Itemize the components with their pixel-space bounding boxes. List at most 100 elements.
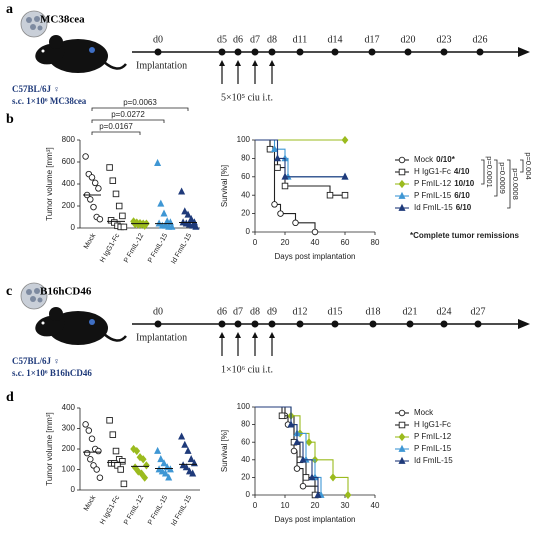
day-label: d12 (293, 306, 308, 317)
x-tick-label: 40 (311, 238, 320, 247)
marker (329, 473, 337, 482)
treatment-arrowhead (219, 332, 225, 338)
legend-entry: Mock (414, 408, 434, 417)
marker (82, 421, 89, 428)
timeline-dot (406, 320, 414, 328)
x-tick-label: P FmIL-12 (123, 494, 145, 526)
legend-name: Mock (414, 155, 434, 164)
marker (87, 196, 94, 203)
day-label: d11 (293, 34, 308, 45)
timeline-dot (296, 320, 304, 328)
significance-bracket (507, 159, 511, 209)
marker (119, 212, 126, 220)
y-tick-label: 60 (241, 437, 250, 446)
marker (112, 190, 120, 198)
x-tick-label: 60 (341, 238, 350, 247)
treatment-arrowhead (252, 60, 258, 66)
marker (192, 222, 200, 230)
p-value: p=0.0008 (511, 168, 520, 200)
treatment-arrowhead (252, 332, 258, 338)
x-tick-label: 0 (253, 238, 258, 247)
marker (398, 421, 406, 429)
marker (93, 466, 100, 473)
timeline-dot (251, 48, 259, 56)
significance-bracket (481, 159, 485, 185)
x-tick-label: 0 (253, 501, 258, 510)
legend-note: 4/10 (454, 167, 470, 176)
marker (292, 219, 299, 227)
marker (130, 444, 137, 454)
marker (305, 438, 313, 447)
legend-note: 0/10* (436, 155, 456, 164)
marker (398, 191, 406, 199)
day-label: d14 (328, 34, 343, 45)
x-tick-label: P FmIL-15 (147, 232, 169, 264)
day-label: d17 (365, 34, 380, 45)
timeline-dot (368, 48, 376, 56)
marker (143, 461, 150, 470)
y-tick-label: 800 (62, 135, 76, 144)
marker (139, 455, 147, 464)
y-tick-label: 0 (71, 223, 76, 232)
timeline-dot (440, 320, 448, 328)
day-label: d7 (250, 34, 260, 45)
marker (85, 427, 93, 434)
marker (299, 482, 307, 490)
legend-name: H IgG1-Fc (414, 420, 451, 429)
p-value: p=0.0009 (498, 162, 507, 194)
marker (308, 473, 316, 481)
marker (115, 202, 123, 210)
timeline-dot (218, 320, 226, 328)
y-tick-label: 20 (241, 473, 250, 482)
x-tick-label: H IgG1-Fc (99, 494, 121, 526)
timeline-dot (331, 320, 339, 328)
x-tick-label: H IgG1-Fc (99, 232, 121, 264)
marker (278, 412, 286, 420)
implantation-label: Implantation (136, 60, 187, 71)
legend-name: Id FmIL-15 (414, 456, 453, 465)
day-label: d26 (473, 34, 488, 45)
p-value: p=0.0063 (123, 98, 157, 107)
legend-note: 10/10 (454, 179, 475, 188)
legend-entry: Mock 0/10* (414, 155, 456, 164)
marker (182, 463, 190, 471)
timeline-dot (251, 320, 259, 328)
x-tick-label: 30 (341, 501, 350, 510)
timeline-dot (218, 48, 226, 56)
x-tick-label: 20 (281, 238, 290, 247)
marker (287, 420, 295, 428)
panel-letter: a (6, 2, 13, 17)
marker (155, 465, 163, 473)
marker (90, 203, 97, 211)
marker (398, 179, 406, 189)
x-tick-label: P FmIL-12 (123, 232, 145, 264)
legend-entry: P FmIL-12 10/10 (414, 179, 475, 188)
marker (82, 153, 89, 160)
timeline-dot (234, 320, 242, 328)
marker (181, 207, 189, 215)
mouse-strain: C57BL/6J ♀ (12, 84, 60, 94)
marker (109, 431, 117, 438)
survival-curve (255, 406, 319, 495)
x-tick-label: Mock (83, 232, 98, 250)
marker (158, 467, 166, 475)
marker (398, 456, 406, 464)
day-label: d5 (217, 34, 227, 45)
timeline-dot (296, 48, 304, 56)
x-tick-label: Id FmIL-15 (170, 232, 193, 265)
legend-entry: H IgG1-Fc 4/10 (414, 167, 470, 176)
marker (154, 158, 162, 166)
marker (185, 467, 194, 475)
marker (88, 435, 96, 443)
survival-curve (255, 139, 345, 178)
marker (181, 440, 189, 448)
marker (184, 210, 192, 218)
y-tick-label: 40 (241, 190, 250, 199)
injection: s.c. 1×10⁶ MC38cea (12, 96, 87, 106)
treatment-arrowhead (235, 60, 241, 66)
marker (302, 474, 310, 481)
y-tick-label: 20 (241, 209, 250, 218)
x-tick-label: P FmIL-15 (147, 494, 169, 526)
y-tick-label: 100 (237, 135, 251, 144)
marker (281, 182, 289, 190)
